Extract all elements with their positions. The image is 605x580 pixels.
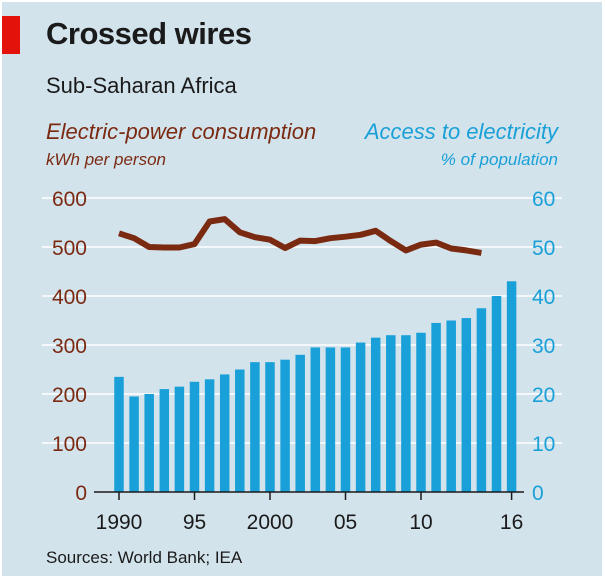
access-bar: [446, 320, 456, 492]
x-tick-label: 05: [334, 511, 357, 534]
x-tick-label: 10: [409, 511, 432, 534]
access-bar: [295, 354, 305, 492]
chart-subtitle: Sub-Saharan Africa: [46, 73, 237, 98]
access-bar: [491, 296, 502, 492]
access-bar: [114, 376, 124, 492]
right-tick-label: 10: [532, 433, 555, 456]
access-bar: [159, 389, 170, 492]
x-tick-label: 2000: [247, 511, 294, 534]
left-tick-label: 300: [52, 335, 87, 358]
right-tick-label: 60: [532, 188, 555, 211]
access-bar: [174, 386, 185, 492]
consumption-line: [118, 216, 482, 256]
access-bar: [325, 347, 336, 492]
left-tick-label: 400: [52, 286, 87, 309]
access-bar: [280, 359, 290, 492]
left-axis-title: Electric-power consumption: [46, 119, 317, 144]
access-bar: [401, 335, 411, 492]
access-bar: [189, 381, 200, 492]
access-bar: [340, 347, 351, 492]
chart-title: Crossed wires: [46, 16, 252, 51]
right-tick-label: 20: [532, 384, 555, 407]
access-bar: [355, 342, 366, 492]
x-tick-label: 16: [500, 511, 523, 534]
access-bar: [476, 308, 487, 492]
access-bar: [265, 362, 275, 492]
access-bar: [461, 318, 472, 492]
access-bar: [506, 281, 517, 492]
left-axis-unit: kWh per person: [46, 150, 166, 169]
right-tick-label: 40: [532, 286, 555, 309]
left-tick-label: 200: [52, 384, 87, 407]
access-bar: [370, 337, 381, 492]
left-tick-label: 500: [52, 237, 87, 260]
right-tick-label: 30: [532, 335, 555, 358]
right-axis-unit: % of population: [440, 150, 558, 169]
access-bar: [144, 394, 154, 492]
access-bar: [310, 347, 321, 492]
right-tick-label: 50: [532, 237, 555, 260]
right-axis-title: Access to electricity: [364, 119, 558, 144]
left-tick-label: 0: [75, 482, 87, 505]
access-bar: [235, 369, 245, 492]
right-tick-label: 0: [532, 482, 544, 505]
source-note: Sources: World Bank; IEA: [46, 548, 243, 567]
left-tick-label: 600: [52, 188, 87, 211]
access-bar: [250, 362, 260, 492]
access-bar: [416, 332, 426, 492]
x-tick-label: 95: [183, 511, 206, 534]
access-bar: [129, 396, 139, 492]
access-bar: [386, 335, 396, 492]
left-tick-label: 100: [52, 433, 87, 456]
red-accent-bar: [2, 16, 20, 54]
access-bar: [204, 379, 215, 492]
access-bar: [219, 374, 230, 492]
access-bar: [431, 322, 441, 492]
x-tick-label: 1990: [96, 511, 143, 534]
